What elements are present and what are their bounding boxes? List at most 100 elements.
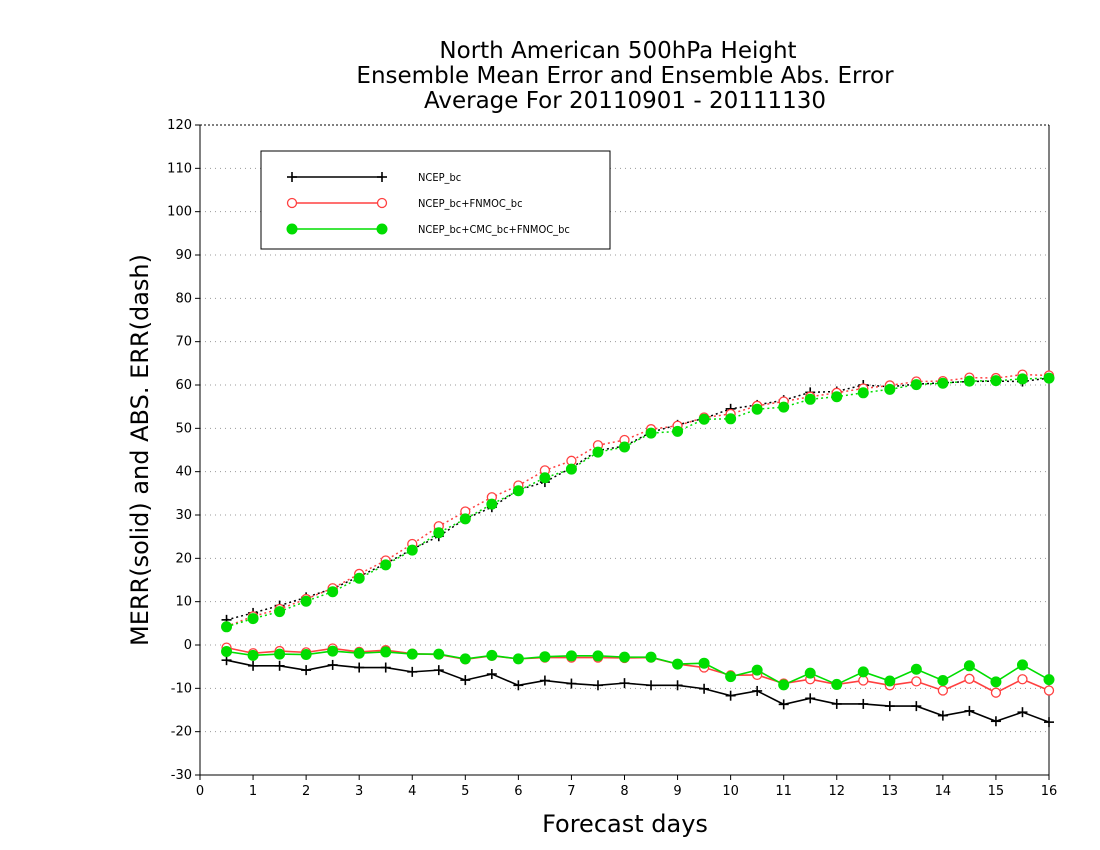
x-tick-label: 1 (249, 784, 257, 799)
mean-error-point (406, 648, 418, 660)
abs-error-line (226, 373, 1050, 628)
mean-error-point (486, 649, 498, 661)
mean-error-point (911, 676, 922, 687)
x-tick-label: 8 (620, 784, 628, 799)
mean-error-point (380, 662, 391, 673)
abs-error-point (831, 391, 843, 403)
x-tick-label: 4 (408, 784, 416, 799)
x-tick-label: 10 (722, 784, 739, 799)
abs-error-point (459, 513, 471, 525)
mean-error-point (539, 651, 551, 663)
mean-error-point (645, 651, 657, 663)
abs-error-point (433, 527, 445, 539)
mean-error-point (858, 698, 869, 709)
mean-error-point (327, 645, 339, 657)
abs-error-point (937, 377, 949, 389)
mean-error-point (1017, 707, 1028, 718)
legend-entry: NCEP_bc (287, 171, 461, 184)
legend-marker (286, 223, 298, 235)
y-tick-label: 60 (175, 378, 192, 393)
mean-error-point (937, 710, 948, 721)
chart-title: North American 500hPa Height Ensemble Me… (356, 38, 894, 114)
mean-error-point (274, 648, 286, 660)
abs-error-point (990, 375, 1002, 387)
legend-entry: NCEP_bc+CMC_bc+FNMOC_bc (286, 223, 570, 236)
abs-error-point (725, 413, 737, 425)
mean-error-point (751, 664, 763, 676)
abs-error-point (963, 375, 975, 387)
mean-error-point (619, 651, 630, 663)
mean-error-point (592, 680, 603, 691)
mean-error-point (221, 646, 233, 657)
abs-error-point (406, 544, 418, 556)
mean-error-point (380, 646, 392, 658)
x-tick-label: 13 (882, 784, 899, 799)
abs-error-point (512, 485, 524, 497)
x-tick-label: 7 (567, 784, 575, 799)
abs-error-point (221, 621, 233, 633)
abs-error-point (565, 463, 577, 475)
mean-error-point (884, 701, 895, 712)
mean-error-point (459, 653, 471, 665)
series-ncep-bc-cmc-bc-fnmoc-bc (226, 377, 1050, 686)
abs-error-point (751, 403, 763, 415)
abs-error-point (274, 606, 286, 618)
y-tick-label: 20 (175, 551, 192, 566)
mean-error-point (884, 675, 896, 687)
mean-error-point (513, 680, 524, 691)
y-tick-label: 30 (175, 508, 192, 523)
y-tick-label: 120 (167, 118, 192, 133)
markers-ncep-bc-cmc-bc-fnmoc-bc (221, 372, 1055, 691)
mean-error-point (1043, 685, 1055, 696)
mean-error-line (226, 650, 1050, 686)
y-tick-label: 110 (167, 161, 192, 176)
mean-error-point (964, 705, 975, 716)
mean-error-point (565, 650, 577, 662)
y-tick-label: -10 (171, 681, 192, 696)
y-tick-label: 50 (175, 421, 192, 436)
mean-error-point (990, 716, 1001, 727)
mean-error-point (407, 666, 418, 677)
mean-error-point (990, 687, 1002, 698)
abs-error-point (539, 472, 551, 484)
abs-error-point (645, 427, 657, 439)
mean-error-point (831, 698, 842, 709)
title-line-2: Ensemble Mean Error and Ensemble Abs. Er… (356, 63, 894, 89)
mean-error-line (226, 659, 1050, 723)
y-tick-label: 40 (175, 465, 192, 480)
legend-label: NCEP_bc (418, 171, 461, 184)
x-tick-label: 2 (302, 784, 310, 799)
y-tick-label: -20 (171, 725, 192, 740)
x-tick-label: 12 (828, 784, 845, 799)
mean-error-point (831, 678, 843, 690)
series-ncep-bc (226, 377, 1050, 723)
legend-marker (287, 172, 297, 182)
mean-error-point (1043, 674, 1055, 686)
mean-error-point (433, 648, 445, 660)
mean-error-point (300, 649, 312, 661)
mean-error-point (805, 693, 816, 704)
abs-error-point (327, 586, 339, 598)
mean-error-point (725, 671, 737, 683)
y-tick-label: 70 (175, 335, 192, 350)
title-line-1: North American 500hPa Height (439, 38, 796, 64)
mean-error-point (990, 676, 1002, 688)
x-tick-label: 5 (461, 784, 469, 799)
mean-error-point (698, 657, 710, 669)
y-tick-label: 10 (175, 595, 192, 610)
abs-error-line (226, 377, 1050, 628)
abs-error-point (698, 413, 710, 425)
x-tick-label: 11 (775, 784, 792, 799)
mean-error-point (752, 685, 763, 696)
abs-error-point (910, 379, 922, 391)
abs-error-point (672, 425, 684, 437)
mean-error-point (937, 685, 949, 696)
mean-error-point (1044, 717, 1054, 728)
mean-error-point (672, 680, 683, 691)
legend: NCEP_bc NCEP_bc+FNMOC_bc NCEP_bc+CMC_bc+FN… (260, 150, 611, 250)
mean-error-point (327, 659, 338, 670)
mean-error-point (937, 675, 949, 687)
abs-error-point (247, 613, 259, 625)
y-tick-label: 80 (175, 291, 192, 306)
